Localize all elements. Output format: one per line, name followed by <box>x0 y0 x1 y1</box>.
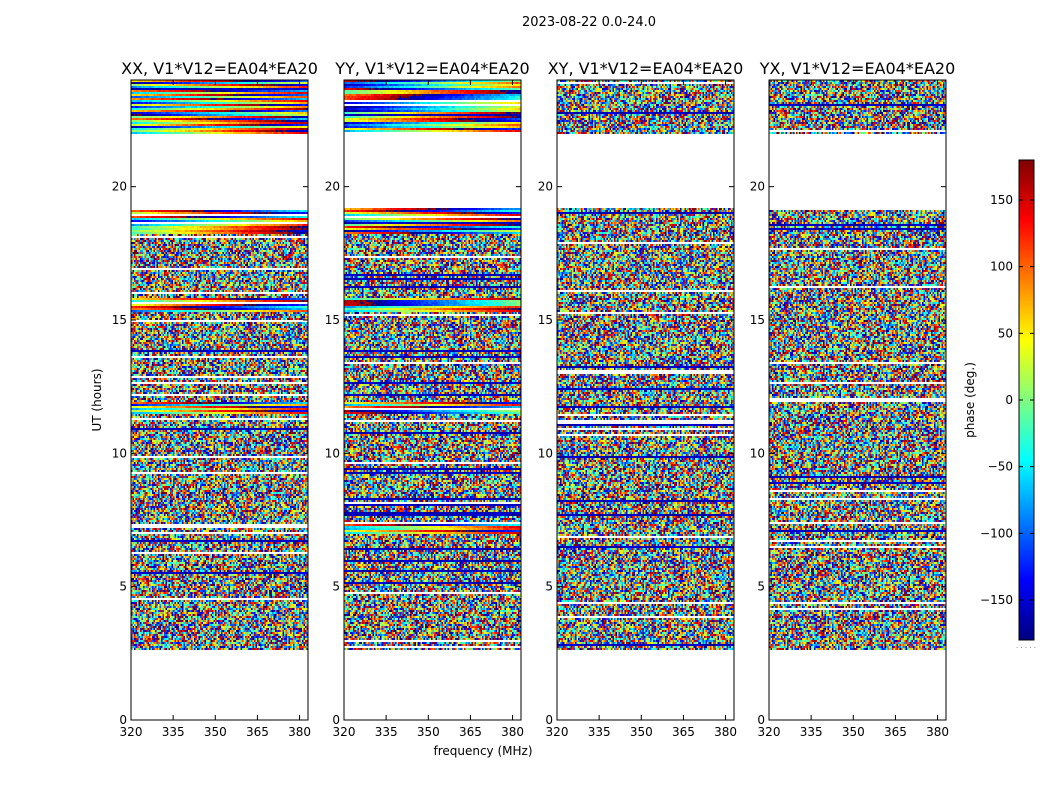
axes-frame <box>343 79 522 721</box>
colorbar-tick-label: 0 <box>1005 393 1013 407</box>
y-tick-label: 0 <box>332 713 340 727</box>
heatmap-raster <box>557 80 734 720</box>
x-tick-label: 320 <box>333 725 356 739</box>
x-tick-label: 350 <box>417 725 440 739</box>
panel-2: XY, V1*V12=EA04*EA20 320 335 350 365 380 0 5 10 1… <box>538 59 744 739</box>
y-tick-label: 10 <box>750 446 765 460</box>
colorbar-tick-label: −50 <box>988 460 1013 474</box>
y-axis-label: UT (hours) <box>90 368 104 431</box>
x-tick-label: 365 <box>246 725 269 739</box>
x-tick-label: 335 <box>375 725 398 739</box>
panel-title: XY, V1*V12=EA04*EA20 <box>548 59 744 78</box>
x-tick-label: 350 <box>204 725 227 739</box>
y-tick-label: 10 <box>538 446 553 460</box>
heatmap-raster <box>344 80 521 720</box>
x-tick-label: 365 <box>672 725 695 739</box>
y-tick-label: 10 <box>325 446 340 460</box>
y-tick-label: 20 <box>750 180 765 194</box>
x-tick-label: 380 <box>501 725 524 739</box>
x-tick-label: 335 <box>588 725 611 739</box>
x-tick-label: 380 <box>926 725 949 739</box>
colorbar-foot: . . . . . <box>1016 642 1036 650</box>
panels: XX, V1*V12=EA04*EA20 320 335 350 365 380 0 5 10 1… <box>112 59 956 739</box>
y-tick-label: 20 <box>538 180 553 194</box>
panel-1: YY, V1*V12=EA04*EA20 320 335 350 365 380 0 5 10 1… <box>325 59 530 739</box>
y-tick-label: 5 <box>119 580 127 594</box>
y-tick-label: 5 <box>757 580 765 594</box>
colorbar-tick-label: −100 <box>980 526 1013 540</box>
panel-title: YX, V1*V12=EA04*EA20 <box>759 59 956 78</box>
y-tick-label: 15 <box>750 313 765 327</box>
x-tick-label: 335 <box>800 725 823 739</box>
axes-frame <box>556 79 735 721</box>
x-tick-label: 350 <box>842 725 865 739</box>
y-tick-label: 5 <box>545 580 553 594</box>
y-tick-label: 0 <box>545 713 553 727</box>
x-tick-label: 320 <box>120 725 143 739</box>
x-tick-label: 350 <box>630 725 653 739</box>
x-tick-label: 320 <box>546 725 569 739</box>
axes-frame <box>768 79 947 721</box>
y-tick-label: 10 <box>112 446 127 460</box>
panel-3: YX, V1*V12=EA04*EA20 320 335 350 365 380 0 5 10 1… <box>750 59 956 739</box>
x-tick-label: 335 <box>162 725 185 739</box>
y-tick-label: 15 <box>538 313 553 327</box>
colorbar-tick-label: 100 <box>990 260 1013 274</box>
x-tick-label: 365 <box>884 725 907 739</box>
y-tick-label: 15 <box>112 313 127 327</box>
x-axis-label: frequency (MHz) <box>433 744 532 758</box>
y-tick-label: 0 <box>119 713 127 727</box>
figure-suptitle: 2023-08-22 0.0-24.0 <box>522 15 656 30</box>
x-tick-label: 320 <box>758 725 781 739</box>
x-tick-label: 380 <box>288 725 311 739</box>
x-tick-label: 365 <box>459 725 482 739</box>
panel-title: XX, V1*V12=EA04*EA20 <box>121 59 318 78</box>
colorbar: 150 100 50 0 −50 −100 −150 <box>980 159 1035 641</box>
y-tick-label: 15 <box>325 313 340 327</box>
colorbar-label: phase (deg.) <box>963 362 977 438</box>
panel-title: YY, V1*V12=EA04*EA20 <box>334 59 529 78</box>
colorbar-tick-label: 50 <box>998 326 1013 340</box>
y-tick-label: 20 <box>325 180 340 194</box>
y-tick-label: 20 <box>112 180 127 194</box>
y-tick-label: 5 <box>332 580 340 594</box>
panel-0: XX, V1*V12=EA04*EA20 320 335 350 365 380 0 5 10 1… <box>112 59 318 739</box>
colorbar-tick-label: −150 <box>980 593 1013 607</box>
heatmap-raster <box>769 80 946 720</box>
heatmap-raster <box>131 80 308 720</box>
axes-frame <box>130 79 309 721</box>
colorbar-tick-label: 150 <box>990 193 1013 207</box>
x-tick-label: 380 <box>714 725 737 739</box>
y-tick-label: 0 <box>757 713 765 727</box>
